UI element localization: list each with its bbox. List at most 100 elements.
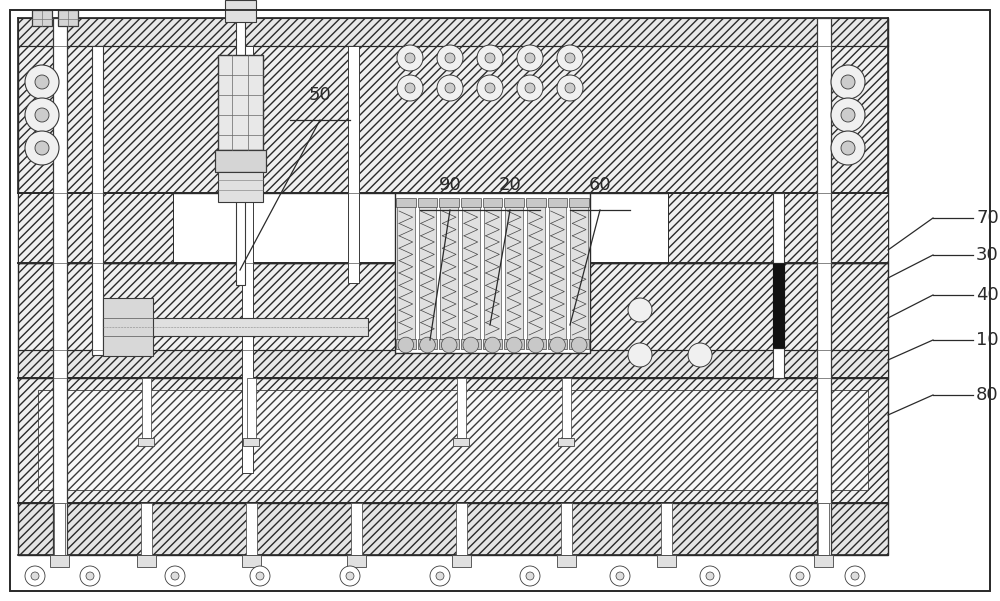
Bar bbox=[92, 46, 103, 355]
Text: 30: 30 bbox=[976, 246, 999, 264]
Circle shape bbox=[250, 566, 270, 586]
Bar bbox=[817, 18, 831, 555]
Bar bbox=[38, 390, 868, 490]
Bar bbox=[32, 10, 52, 26]
Circle shape bbox=[525, 53, 535, 63]
Circle shape bbox=[35, 108, 49, 122]
Bar bbox=[657, 555, 676, 567]
Circle shape bbox=[841, 75, 855, 89]
Bar bbox=[814, 555, 833, 567]
Bar bbox=[526, 339, 546, 349]
Bar bbox=[236, 0, 245, 285]
Circle shape bbox=[420, 337, 435, 353]
Bar bbox=[818, 503, 829, 555]
Circle shape bbox=[831, 65, 865, 99]
Bar bbox=[505, 205, 523, 341]
Bar bbox=[142, 378, 151, 438]
Bar bbox=[58, 10, 78, 26]
Bar bbox=[418, 198, 437, 207]
Circle shape bbox=[445, 83, 455, 93]
Bar bbox=[103, 298, 153, 356]
Bar bbox=[557, 555, 576, 567]
Bar bbox=[561, 503, 572, 555]
Bar bbox=[418, 339, 437, 349]
Circle shape bbox=[831, 131, 865, 165]
Bar bbox=[246, 503, 257, 555]
Bar bbox=[138, 438, 154, 446]
Circle shape bbox=[517, 75, 543, 101]
Circle shape bbox=[430, 566, 450, 586]
Bar bbox=[18, 350, 888, 378]
Circle shape bbox=[557, 45, 583, 71]
Circle shape bbox=[851, 572, 859, 580]
Circle shape bbox=[397, 75, 423, 101]
Circle shape bbox=[557, 75, 583, 101]
Circle shape bbox=[25, 98, 59, 132]
Bar bbox=[243, 438, 259, 446]
Bar bbox=[54, 503, 65, 555]
Bar bbox=[351, 503, 362, 555]
Bar bbox=[348, 46, 359, 283]
Circle shape bbox=[517, 45, 543, 71]
Bar bbox=[452, 555, 471, 567]
Circle shape bbox=[437, 45, 463, 71]
Bar bbox=[440, 205, 458, 341]
Text: 70: 70 bbox=[976, 209, 999, 227]
Bar bbox=[668, 193, 888, 263]
Circle shape bbox=[845, 566, 865, 586]
Circle shape bbox=[796, 572, 804, 580]
Bar bbox=[50, 555, 69, 567]
Bar bbox=[18, 263, 888, 378]
Circle shape bbox=[831, 98, 865, 132]
Circle shape bbox=[706, 572, 714, 580]
Text: 40: 40 bbox=[976, 286, 999, 304]
Text: 10: 10 bbox=[976, 331, 999, 349]
Circle shape bbox=[610, 566, 630, 586]
Circle shape bbox=[80, 566, 100, 586]
Circle shape bbox=[165, 566, 185, 586]
Bar bbox=[483, 339, 502, 349]
Circle shape bbox=[437, 75, 463, 101]
Bar bbox=[439, 198, 459, 207]
Bar bbox=[137, 555, 156, 567]
Bar bbox=[218, 172, 263, 202]
Circle shape bbox=[616, 572, 624, 580]
Circle shape bbox=[790, 566, 810, 586]
Bar bbox=[483, 198, 502, 207]
Circle shape bbox=[441, 337, 457, 353]
Circle shape bbox=[35, 75, 49, 89]
Circle shape bbox=[528, 337, 544, 353]
Bar bbox=[527, 205, 545, 341]
Bar bbox=[548, 198, 567, 207]
Circle shape bbox=[506, 337, 522, 353]
Circle shape bbox=[256, 572, 264, 580]
Circle shape bbox=[565, 53, 575, 63]
Bar bbox=[548, 339, 567, 349]
Bar bbox=[456, 503, 467, 555]
Bar bbox=[569, 198, 589, 207]
Circle shape bbox=[628, 343, 652, 367]
Circle shape bbox=[86, 572, 94, 580]
Bar bbox=[462, 205, 480, 341]
Bar bbox=[661, 503, 672, 555]
Circle shape bbox=[25, 131, 59, 165]
Bar bbox=[562, 378, 571, 438]
Circle shape bbox=[436, 572, 444, 580]
Bar bbox=[18, 193, 888, 263]
Circle shape bbox=[688, 343, 712, 367]
Bar bbox=[773, 193, 784, 378]
Circle shape bbox=[565, 83, 575, 93]
Bar bbox=[453, 438, 469, 446]
Circle shape bbox=[171, 572, 179, 580]
Bar bbox=[396, 339, 416, 349]
Circle shape bbox=[841, 108, 855, 122]
Bar bbox=[570, 205, 588, 341]
Bar bbox=[569, 339, 589, 349]
Bar bbox=[439, 339, 459, 349]
Bar bbox=[103, 318, 368, 336]
Bar bbox=[397, 205, 415, 341]
Bar bbox=[504, 198, 524, 207]
Circle shape bbox=[397, 45, 423, 71]
Circle shape bbox=[485, 53, 495, 63]
Circle shape bbox=[550, 337, 565, 353]
